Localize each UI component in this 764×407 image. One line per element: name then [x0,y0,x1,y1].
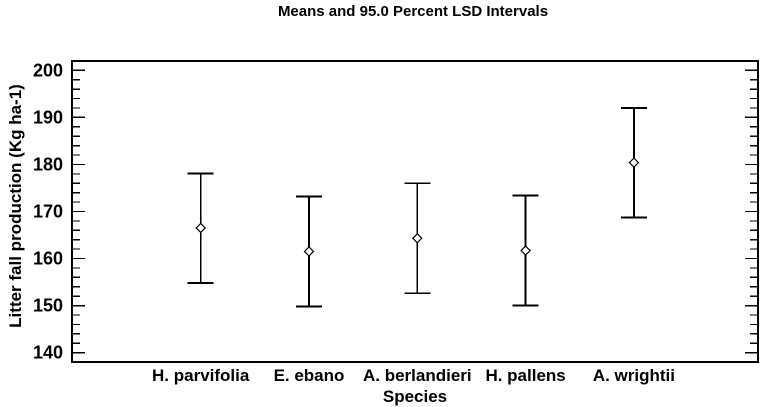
x-category-label: H. pallens [485,366,565,385]
y-axis-title: Litter fall production (Kg ha-1) [6,84,25,328]
mean-marker-diamond [628,157,640,168]
y-tick-label: 180 [33,154,63,174]
y-tick-label: 190 [33,107,63,127]
y-tick-label: 150 [33,296,63,316]
y-tick-label: 170 [33,202,63,222]
x-axis-title: Species [382,387,448,406]
chart-title: Means and 95.0 Percent LSD Intervals [277,3,549,20]
plot-frame [71,60,759,363]
mean-marker-diamond [411,232,423,244]
x-category-label: A. wrightii [593,366,675,385]
y-tick-label: 140 [33,343,63,363]
mean-marker-diamond [303,246,315,257]
x-category-label: H. parvifolia [152,366,250,385]
x-category-label: E. ebano [274,366,345,385]
y-tick-label: 200 [33,60,63,80]
mean-marker-diamond [520,245,531,256]
x-category-label: A. berlandieri [363,366,472,385]
mean-marker-diamond [195,222,207,234]
y-tick-label: 160 [33,249,63,269]
